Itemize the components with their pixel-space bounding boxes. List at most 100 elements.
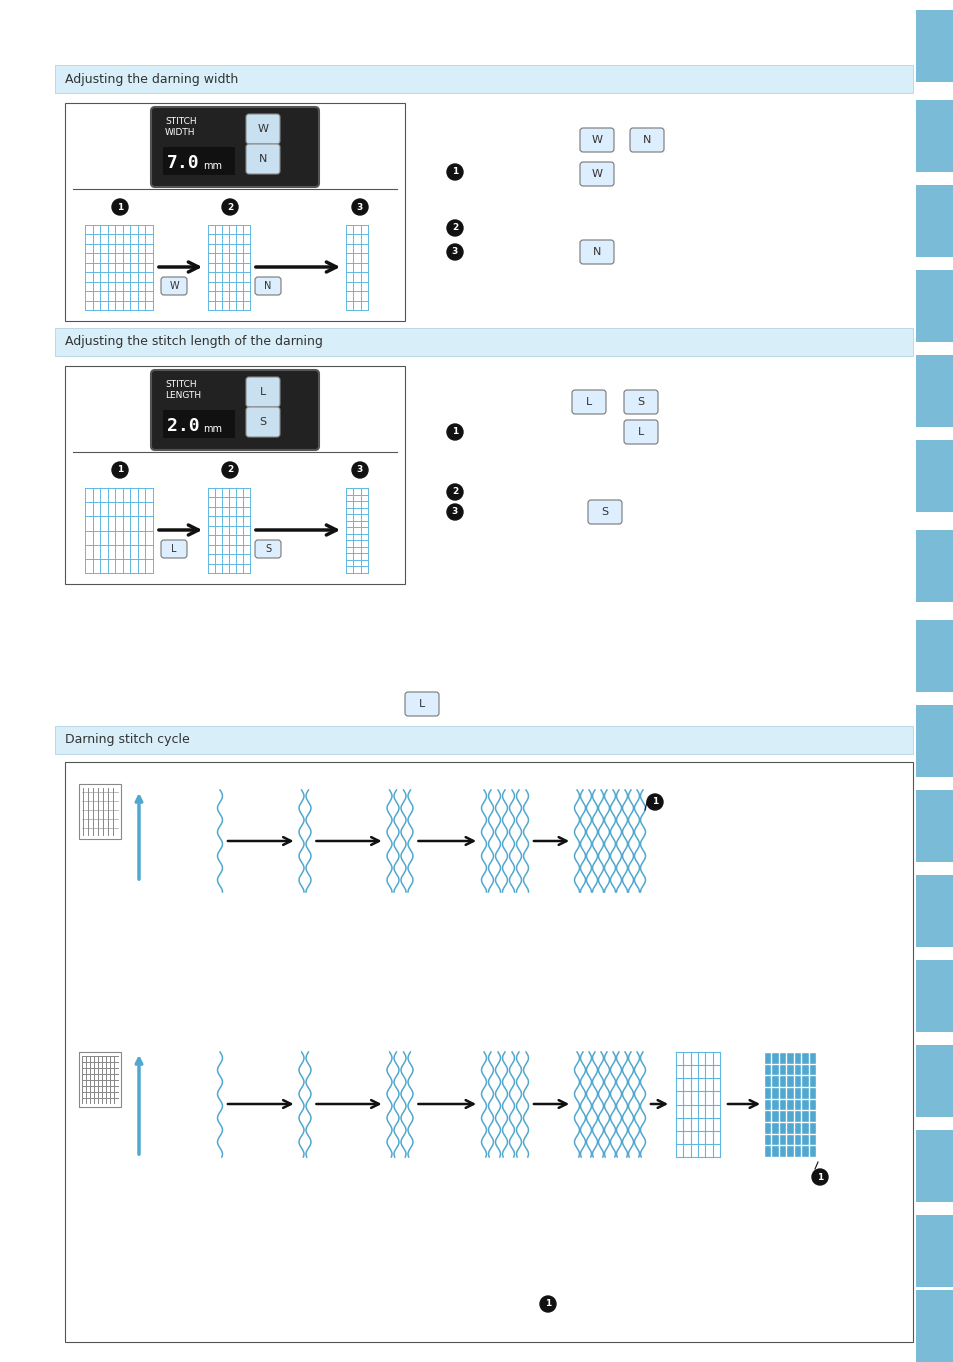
Text: 3: 3 — [356, 466, 363, 474]
Text: 2: 2 — [452, 488, 457, 497]
FancyBboxPatch shape — [254, 276, 281, 296]
Text: 2: 2 — [452, 223, 457, 233]
Circle shape — [811, 1169, 827, 1185]
Text: L: L — [638, 428, 643, 437]
Bar — [65, 761, 912, 1342]
Bar — [65, 104, 405, 321]
Circle shape — [352, 462, 368, 478]
FancyBboxPatch shape — [246, 114, 280, 144]
Text: 2: 2 — [227, 203, 233, 211]
Text: Adjusting the stitch length of the darning: Adjusting the stitch length of the darni… — [65, 335, 322, 349]
FancyBboxPatch shape — [579, 128, 614, 153]
Bar — [163, 410, 234, 439]
Text: mm: mm — [203, 161, 222, 172]
Text: STITCH
LENGTH: STITCH LENGTH — [165, 380, 201, 400]
Text: S: S — [265, 543, 271, 554]
FancyBboxPatch shape — [161, 276, 187, 296]
Text: S: S — [600, 507, 608, 518]
Bar — [915, 790, 953, 862]
Text: W: W — [591, 135, 602, 144]
Text: 3: 3 — [452, 248, 457, 256]
Circle shape — [447, 504, 462, 520]
Text: N: N — [258, 154, 267, 163]
FancyBboxPatch shape — [629, 128, 663, 153]
FancyBboxPatch shape — [246, 377, 280, 407]
Bar — [163, 147, 234, 174]
Bar — [763, 1051, 815, 1156]
FancyBboxPatch shape — [254, 539, 281, 558]
Bar — [915, 620, 953, 692]
Text: W: W — [169, 281, 178, 291]
Bar — [915, 1215, 953, 1287]
Text: L: L — [259, 387, 266, 396]
FancyBboxPatch shape — [579, 162, 614, 187]
Text: STITCH
WIDTH: STITCH WIDTH — [165, 117, 196, 138]
Text: L: L — [172, 543, 176, 554]
FancyBboxPatch shape — [161, 539, 187, 558]
Circle shape — [447, 424, 462, 440]
Text: 1: 1 — [651, 798, 658, 806]
Bar — [65, 366, 405, 584]
Text: 1: 1 — [117, 203, 123, 211]
Text: N: N — [592, 247, 600, 257]
Text: Adjusting the darning width: Adjusting the darning width — [65, 72, 238, 86]
Bar — [79, 1051, 121, 1107]
Text: 1: 1 — [117, 466, 123, 474]
Text: L: L — [585, 396, 592, 407]
FancyBboxPatch shape — [246, 144, 280, 174]
Text: 1: 1 — [544, 1299, 551, 1309]
Bar — [915, 270, 953, 342]
FancyBboxPatch shape — [405, 692, 438, 716]
FancyBboxPatch shape — [572, 390, 605, 414]
Circle shape — [447, 244, 462, 260]
Circle shape — [646, 794, 662, 810]
Text: 1: 1 — [816, 1173, 822, 1181]
Text: Darning stitch cycle: Darning stitch cycle — [65, 734, 190, 746]
Circle shape — [447, 163, 462, 180]
Bar — [915, 530, 953, 602]
Bar — [915, 960, 953, 1032]
Circle shape — [352, 199, 368, 215]
Bar — [915, 706, 953, 776]
Text: 7.0: 7.0 — [167, 154, 199, 172]
Bar — [915, 10, 953, 82]
FancyBboxPatch shape — [151, 370, 318, 449]
Text: N: N — [264, 281, 272, 291]
Text: S: S — [637, 396, 644, 407]
Text: 1: 1 — [452, 168, 457, 177]
Circle shape — [222, 199, 237, 215]
Bar — [55, 328, 912, 355]
Bar — [915, 1045, 953, 1117]
Text: 1: 1 — [452, 428, 457, 436]
Text: W: W — [257, 124, 268, 133]
Bar — [915, 874, 953, 947]
FancyBboxPatch shape — [246, 407, 280, 437]
Text: 3: 3 — [356, 203, 363, 211]
Bar — [915, 99, 953, 172]
FancyBboxPatch shape — [587, 500, 621, 524]
Bar — [915, 185, 953, 257]
Bar — [55, 726, 912, 755]
FancyBboxPatch shape — [623, 419, 658, 444]
Bar — [915, 1290, 953, 1362]
Circle shape — [539, 1297, 556, 1312]
FancyBboxPatch shape — [623, 390, 658, 414]
Circle shape — [447, 484, 462, 500]
Text: N: N — [642, 135, 651, 144]
Bar — [79, 785, 121, 839]
Bar — [915, 355, 953, 428]
Text: L: L — [418, 699, 425, 710]
FancyBboxPatch shape — [151, 108, 318, 187]
Circle shape — [447, 221, 462, 236]
Text: mm: mm — [203, 424, 222, 434]
Text: 2.0: 2.0 — [167, 417, 199, 434]
Circle shape — [112, 199, 128, 215]
Bar — [55, 65, 912, 93]
Text: 3: 3 — [452, 508, 457, 516]
Bar — [915, 1130, 953, 1203]
Bar — [915, 440, 953, 512]
FancyBboxPatch shape — [579, 240, 614, 264]
Circle shape — [222, 462, 237, 478]
Text: S: S — [259, 417, 266, 428]
Text: W: W — [591, 169, 602, 178]
